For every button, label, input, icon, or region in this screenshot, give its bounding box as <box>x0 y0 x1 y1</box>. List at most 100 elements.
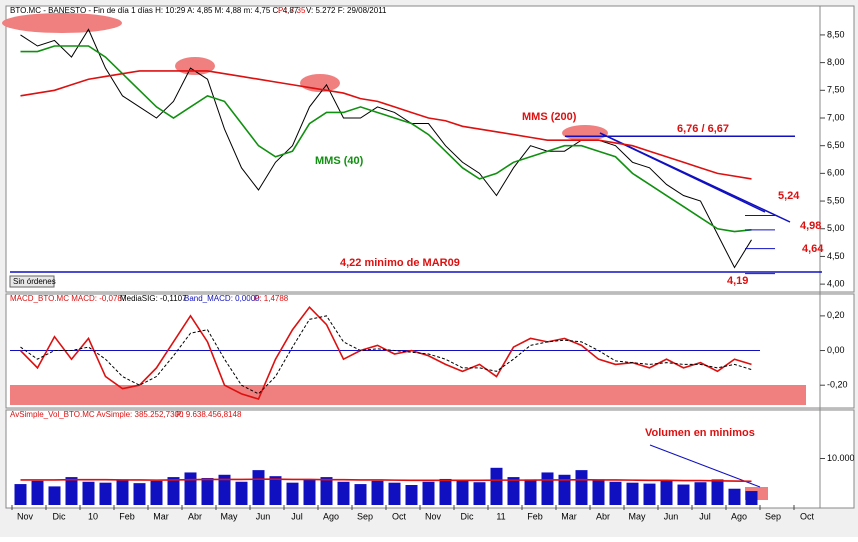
series-line <box>20 28 752 269</box>
volume-bar <box>507 477 520 505</box>
y-tick-label: 0,20 <box>827 310 845 320</box>
annotation: 4,22 minimo de MAR09 <box>340 257 460 269</box>
volume-bar <box>31 480 44 505</box>
header: BTO.MC - BANESTO - Fin de día 1 días H: … <box>10 6 299 15</box>
volume-bar <box>65 477 78 505</box>
annotation: 5,24 <box>778 190 800 202</box>
annotation: MMS (200) <box>522 111 577 123</box>
price-panel <box>5 5 855 293</box>
volume-bar <box>337 481 350 505</box>
volume-bar <box>269 476 282 505</box>
y-tick-label: 6,50 <box>827 140 845 150</box>
annotation: 4,98 <box>800 220 821 232</box>
series-line <box>20 70 752 180</box>
x-tick-label: Oct <box>392 511 407 521</box>
volume-bar <box>184 472 197 505</box>
x-tick-label: Jun <box>256 511 271 521</box>
y-tick-label: 8,50 <box>827 29 845 39</box>
volume-bar <box>439 478 452 505</box>
x-tick-label: May <box>220 511 238 521</box>
x-tick-label: Mar <box>561 511 577 521</box>
y-tick-label: 8,00 <box>827 57 845 67</box>
x-tick-label: Jul <box>291 511 303 521</box>
y-tick-label: -0,20 <box>827 380 848 390</box>
x-tick-label: May <box>628 511 646 521</box>
volume-bar <box>167 477 180 505</box>
volume-bar <box>473 482 486 505</box>
volume-bar <box>558 474 571 505</box>
header: MACD_BTO.MC MACD: -0,0787 <box>10 294 127 303</box>
y-tick-label: 5,00 <box>827 223 845 233</box>
volume-bar <box>286 482 299 505</box>
x-tick-label: Abr <box>596 511 610 521</box>
volume-bar <box>116 479 129 505</box>
volume-bar <box>14 484 27 505</box>
volume-bar <box>694 482 707 505</box>
volume-bar <box>677 484 690 505</box>
volume-bar <box>575 470 588 505</box>
volume-bar <box>150 480 163 505</box>
volume-bar <box>252 470 265 505</box>
volume-bar <box>609 481 622 505</box>
y-tick-label: 5,50 <box>827 195 845 205</box>
volume-bar <box>235 481 248 505</box>
x-tick-label: Mar <box>153 511 169 521</box>
volume-bar <box>592 479 605 505</box>
header: V: 5.272 F: 29/08/2011 <box>306 6 387 15</box>
volume-bar <box>405 485 418 505</box>
highlight-band <box>10 385 806 405</box>
x-tick-label: Dic <box>53 511 66 521</box>
header: P : 7,35 <box>278 6 306 15</box>
header: P: 1,4788 <box>254 294 289 303</box>
highlight <box>2 13 122 33</box>
annotation: Volumen en minimos <box>645 427 755 439</box>
volume-bar <box>82 481 95 505</box>
highlight <box>175 57 215 75</box>
y-tick-label: 7,50 <box>827 85 845 95</box>
x-tick-label: Feb <box>527 511 543 521</box>
volume-bar <box>660 480 673 505</box>
y-tick-label: 10.000 <box>827 453 855 463</box>
x-tick-label: 10 <box>88 511 98 521</box>
volume-bar <box>99 482 112 505</box>
x-tick-label: Jul <box>699 511 711 521</box>
volume-bar <box>48 486 61 505</box>
series-line <box>20 478 752 483</box>
header: AvSimple_Vol_BTO.MC AvSimple: 385.252,73… <box>10 410 184 419</box>
x-tick-label: Dic <box>461 511 474 521</box>
button[interactable] <box>9 275 55 288</box>
volume-bar <box>728 488 741 505</box>
y-tick-label: 7,00 <box>827 112 845 122</box>
header: P: 9.638.456,8148 <box>176 410 242 419</box>
button-label[interactable]: Sin órdenes <box>13 277 56 286</box>
volume-bar <box>354 484 367 505</box>
x-tick-label: Feb <box>119 511 135 521</box>
volume-bar <box>320 477 333 505</box>
volume-bar <box>643 483 656 505</box>
annotation: 6,76 / 6,67 <box>677 123 729 135</box>
trend-line <box>599 132 766 213</box>
volume-bar <box>388 482 401 505</box>
volume-bar <box>541 472 554 505</box>
x-tick-label: Oct <box>800 511 815 521</box>
annotation: MMS (40) <box>315 155 364 167</box>
series-line <box>20 45 752 233</box>
x-tick-label: 11 <box>496 511 505 521</box>
annotation: 4,64 <box>802 243 824 255</box>
volume-bar <box>524 479 537 505</box>
volume-bar <box>133 483 146 505</box>
volume-bar <box>626 482 639 505</box>
volume-bar <box>422 481 435 505</box>
y-tick-label: 4,50 <box>827 251 845 261</box>
y-tick-label: 6,00 <box>827 168 845 178</box>
trend-line <box>649 444 761 488</box>
x-tick-label: Nov <box>425 511 442 521</box>
series-line <box>19 305 752 401</box>
x-tick-label: Nov <box>17 511 34 521</box>
x-tick-label: Abr <box>188 511 202 521</box>
x-tick-label: Ago <box>323 511 339 521</box>
volume-bar <box>745 491 758 505</box>
annotation: 4,19 <box>727 275 748 287</box>
header: MediaSIG: -0,1107 <box>120 294 187 303</box>
